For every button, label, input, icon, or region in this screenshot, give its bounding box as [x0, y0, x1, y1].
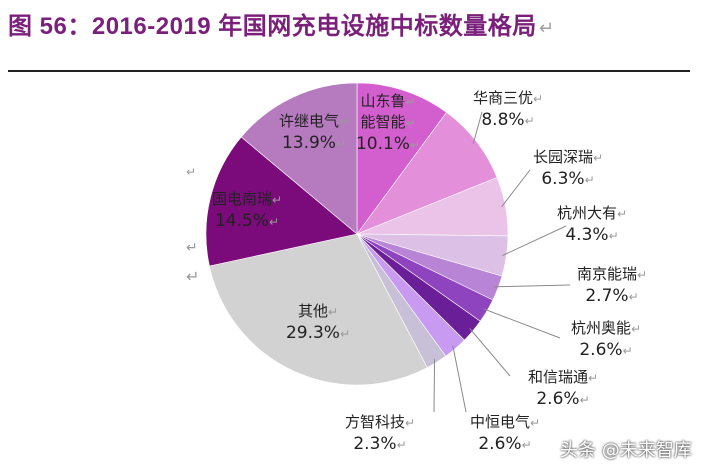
slice-4-value-label: 4.3%↵ — [565, 225, 618, 245]
slice-6-name-1: 杭州奥能↵ — [571, 319, 641, 337]
slice-2-label: 华商三优↵ 8.8%↵ — [473, 89, 543, 130]
leader-lines — [433, 111, 571, 413]
slice-1-name-1: 山东鲁↵ — [360, 92, 415, 110]
slice-10-value-label: 29.3%↵ — [286, 323, 350, 343]
pie-slices — [205, 82, 509, 386]
slice-5-value-label: 2.7%↵ — [585, 286, 638, 306]
slice-12-value-label: 13.9%↵ — [282, 133, 346, 153]
slice-10-wedge — [209, 233, 428, 386]
slice-2-value-label: 8.8%↵ — [481, 110, 534, 130]
slice-8-name-1: 中恒电气↵ — [470, 413, 540, 431]
slice-9-leader-line — [433, 358, 436, 413]
return-mark-1: ↵ — [186, 165, 196, 179]
slice-7-name-1: 和信瑞通↵ — [528, 368, 598, 386]
slice-8-value-label: 2.6%↵ — [478, 434, 531, 454]
slice-9-name-1: 方智科技↵ — [345, 413, 415, 431]
title-divider — [8, 70, 690, 72]
slice-1-wedge — [356, 82, 447, 235]
slice-6-leader-line — [483, 308, 561, 339]
slice-3-name-1: 长园深瑞↵ — [533, 148, 603, 166]
slice-7-label: 和信瑞通↵ 2.6%↵ — [528, 368, 598, 409]
slice-11-wedge — [205, 136, 358, 267]
slice-10-name-1: 其他↵ — [298, 302, 338, 320]
chart-title: 图 56：2016-2019 年国网充电设施中标数量格局 ↵ — [8, 13, 555, 40]
slice-3-value-label: 6.3%↵ — [541, 169, 594, 189]
slice-labels: 山东鲁↵ 能智能↵ 10.1%↵ 华商三优↵ 8.8%↵ 长园深瑞↵ 6.3%↵ 杭州大有↵ 4… — [212, 89, 647, 454]
stray-marks: ↵ ↵ ↵ — [186, 165, 199, 286]
slice-5-name-1: 南京能瑞↵ — [577, 265, 647, 283]
slice-3-leader-line — [501, 169, 531, 208]
slice-11-name-1: 国电南瑞↵ — [212, 190, 282, 208]
watermark: 头条 @未来智库 — [560, 440, 692, 461]
slice-2-leader-line — [472, 111, 483, 145]
slice-12-wedge — [240, 82, 358, 235]
slice-12-name-1: 许继电气↵ — [279, 112, 349, 130]
slice-1-value-label: 10.1%↵ — [356, 134, 420, 154]
slice-11-value-label: 14.5%↵ — [215, 211, 279, 231]
slice-4-name-1: 杭州大有↵ — [557, 204, 627, 222]
slice-2-wedge — [356, 111, 498, 235]
slice-3-label: 长园深瑞↵ 6.3%↵ — [533, 148, 603, 189]
slice-1-name-2: 能智能↵ — [360, 113, 415, 131]
return-mark-3: ↵ — [186, 267, 199, 286]
slice-2-name-1: 华商三优↵ — [473, 89, 543, 107]
return-mark-icon: ↵ — [538, 18, 555, 38]
slice-9-value-label: 2.3%↵ — [353, 434, 406, 454]
slice-10-label: 其他↵ 29.3%↵ — [286, 302, 350, 343]
return-mark-2: ↵ — [186, 240, 198, 256]
slice-5-label: 南京能瑞↵ 2.7%↵ — [577, 265, 647, 306]
slice-7-value-label: 2.6%↵ — [536, 389, 589, 409]
slice-4-label: 杭州大有↵ 4.3%↵ — [557, 204, 627, 245]
slice-8-label: 中恒电气↵ 2.6%↵ — [470, 413, 540, 454]
slice-11-label: 国电南瑞↵ 14.5%↵ — [212, 190, 282, 231]
slice-12-label: 许继电气↵ 13.9%↵ — [279, 112, 349, 153]
slice-1-label: 山东鲁↵ 能智能↵ 10.1%↵ — [356, 92, 420, 154]
slice-8-leader-line — [452, 345, 467, 413]
slice-6-value-label: 2.6%↵ — [579, 340, 632, 360]
slice-5-leader-line — [494, 284, 571, 288]
slice-6-label: 杭州奥能↵ 2.6%↵ — [571, 319, 641, 360]
slice-7-leader-line — [469, 328, 511, 377]
slice-4-leader-line — [502, 225, 567, 257]
slice-9-label: 方智科技↵ 2.3%↵ — [345, 413, 415, 454]
